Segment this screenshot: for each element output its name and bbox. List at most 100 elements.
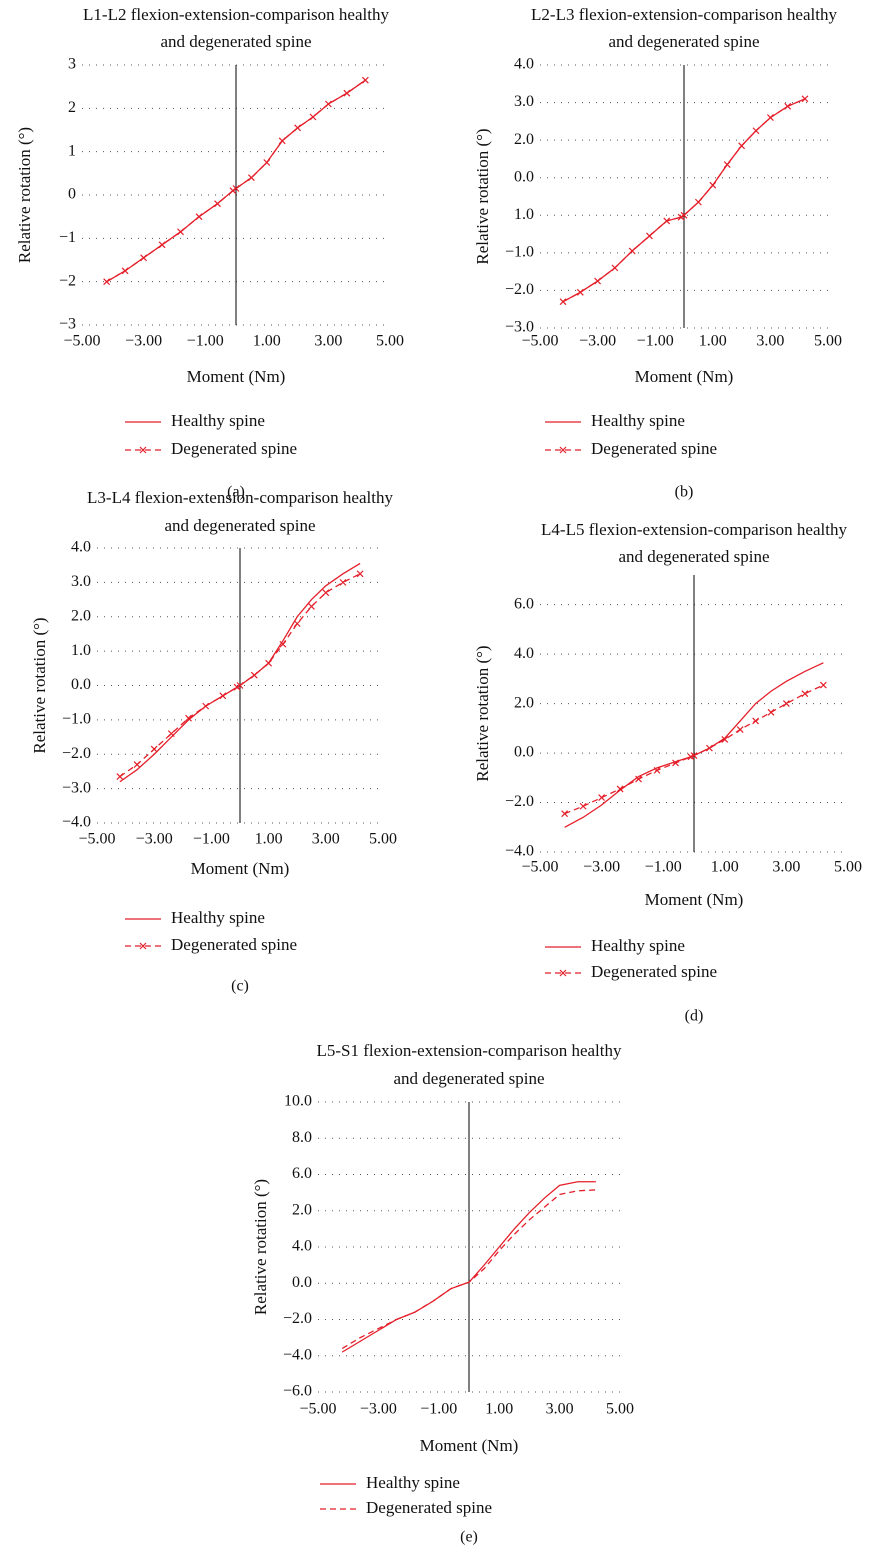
y-tick-label: −2.0	[505, 281, 534, 298]
chart-panel: L5-S1 flexion-extension-comparison healt…	[251, 1041, 634, 1546]
marker	[195, 213, 203, 221]
x-tick-label: 3.00	[546, 1401, 574, 1418]
x-tick-label: 3.00	[314, 333, 342, 350]
marker	[247, 174, 255, 182]
x-tick-label: −1.00	[193, 831, 230, 848]
y-tick-label: 4.0	[514, 645, 534, 662]
y-tick-label: 2.0	[71, 607, 91, 624]
legend-marker	[559, 446, 567, 454]
marker	[738, 142, 746, 150]
marker	[309, 113, 317, 121]
marker	[784, 102, 792, 110]
y-tick-label: 1.0	[71, 642, 91, 659]
y-tick-label: 1	[68, 142, 76, 159]
y-axis-label: Relative rotation (°)	[30, 617, 49, 753]
marker	[265, 659, 273, 667]
marker	[361, 76, 369, 84]
marker	[279, 640, 287, 648]
chart-title: and degenerated spine	[164, 516, 315, 535]
y-tick-label: −3	[59, 316, 76, 333]
legend-label: Degenerated spine	[366, 1498, 492, 1517]
marker	[140, 254, 148, 262]
panel-label: (c)	[231, 978, 249, 995]
legend-label: Healthy spine	[171, 411, 265, 430]
marker	[339, 578, 347, 586]
legend-label: Degenerated spine	[171, 439, 297, 458]
y-axis-label: Relative rotation (°)	[473, 645, 492, 781]
y-tick-label: −2.0	[62, 745, 91, 762]
y-tick-label: −2	[59, 272, 76, 289]
y-tick-label: −1.0	[62, 711, 91, 728]
marker	[202, 702, 210, 710]
panel-label: (e)	[460, 1529, 478, 1546]
x-tick-label: −1.00	[420, 1401, 457, 1418]
panel-label: (b)	[675, 484, 694, 501]
y-tick-label: 8.0	[292, 1129, 312, 1146]
x-axis-label: Moment (Nm)	[635, 367, 734, 386]
marker	[767, 708, 775, 716]
y-tick-label: −2.0	[283, 1310, 312, 1327]
marker	[594, 277, 602, 285]
legend-marker	[139, 446, 147, 454]
marker	[133, 761, 141, 768]
y-tick-label: 3	[68, 56, 76, 73]
y-tick-label: 0	[68, 186, 76, 203]
marker	[616, 785, 624, 793]
y-tick-label: 0.0	[514, 168, 534, 185]
chart-title: and degenerated spine	[160, 32, 311, 51]
marker	[294, 124, 302, 132]
marker	[177, 228, 184, 236]
chart-title: L1-L2 flexion-extension-comparison healt…	[83, 5, 389, 24]
y-tick-label: 2.0	[292, 1201, 312, 1218]
marker	[308, 603, 315, 610]
x-tick-label: −5.00	[299, 1401, 336, 1418]
marker	[116, 773, 124, 781]
marker	[103, 278, 111, 286]
marker	[752, 127, 760, 135]
x-tick-label: 1.00	[253, 333, 281, 350]
marker	[150, 745, 158, 753]
x-tick-label: −3.00	[583, 859, 620, 876]
x-tick-label: −3.00	[360, 1401, 397, 1418]
x-tick-label: −5.00	[63, 333, 100, 350]
series-line	[341, 1189, 596, 1350]
marker	[672, 759, 679, 767]
y-tick-label: 4.0	[514, 56, 534, 73]
chart-title: and degenerated spine	[618, 547, 769, 566]
chart-panel: L4-L5 flexion-extension-comparison healt…	[473, 520, 862, 1025]
marker	[236, 682, 244, 689]
x-axis-label: Moment (Nm)	[187, 367, 286, 386]
marker	[694, 198, 702, 206]
x-tick-label: −1.00	[637, 333, 674, 350]
chart-title: L5-S1 flexion-extension-comparison healt…	[317, 1041, 622, 1060]
x-tick-label: −1.00	[645, 859, 682, 876]
legend-label: Degenerated spine	[591, 439, 717, 458]
marker	[576, 288, 584, 296]
x-tick-label: 1.00	[485, 1401, 513, 1418]
marker	[158, 241, 166, 249]
legend-label: Healthy spine	[366, 1473, 460, 1492]
marker	[232, 185, 240, 192]
legend-label: Degenerated spine	[171, 935, 297, 954]
y-tick-label: 6.0	[514, 595, 534, 612]
legend-marker	[139, 942, 147, 950]
marker	[752, 717, 760, 725]
x-tick-label: 3.00	[756, 333, 784, 350]
marker	[250, 671, 258, 679]
y-tick-label: 10.0	[284, 1093, 312, 1110]
y-tick-label: 3.0	[514, 93, 534, 110]
y-tick-label: 6.0	[292, 1165, 312, 1182]
y-tick-label: 0.0	[292, 1274, 312, 1291]
x-tick-label: 1.00	[255, 831, 283, 848]
chart-title: L3-L4 flexion-extension-comparison healt…	[87, 488, 393, 507]
marker	[646, 232, 653, 240]
marker	[278, 137, 286, 145]
x-axis-label: Moment (Nm)	[191, 859, 290, 878]
marker	[121, 267, 129, 275]
legend-label: Degenerated spine	[591, 962, 717, 981]
marker	[819, 681, 827, 689]
marker	[709, 181, 717, 189]
marker	[167, 730, 175, 738]
marker	[766, 114, 774, 122]
marker	[229, 187, 237, 195]
